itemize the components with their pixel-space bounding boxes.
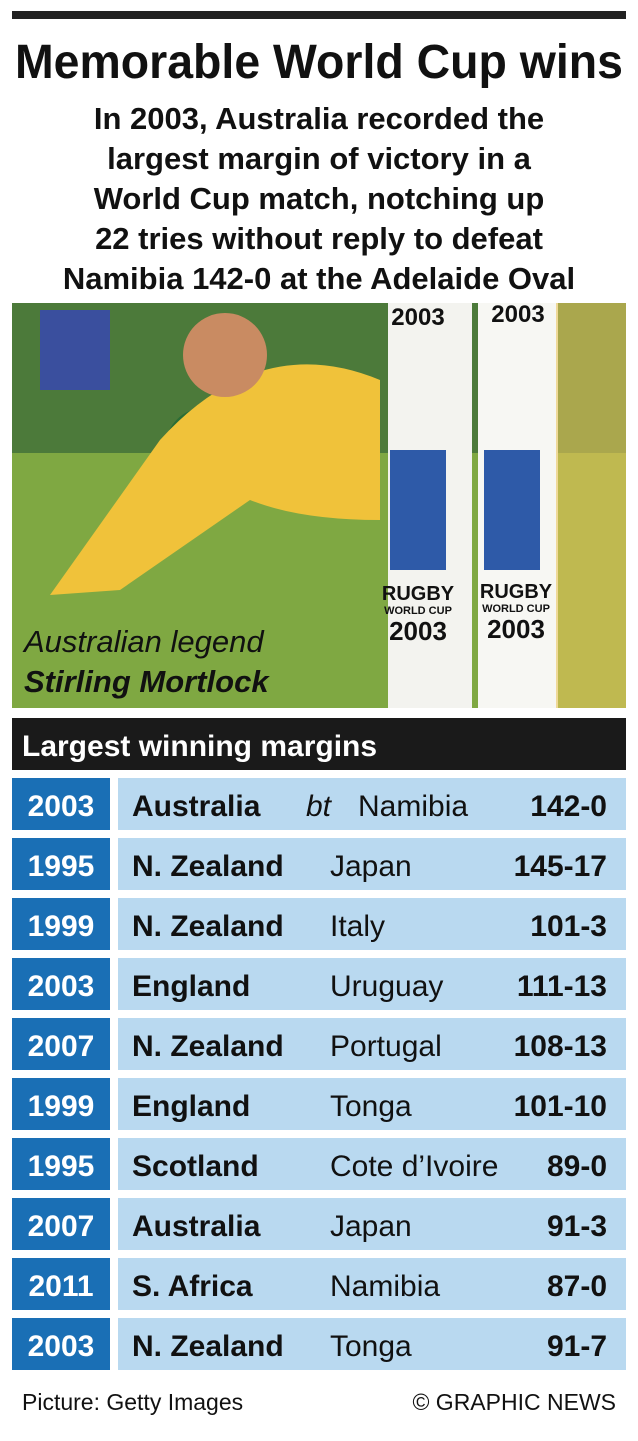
year: 1999 — [28, 1090, 95, 1123]
winner: N. Zealand — [132, 1330, 284, 1363]
row-band — [118, 1078, 626, 1130]
row-band — [118, 898, 626, 950]
sign-text: 2003 — [389, 616, 447, 646]
winner: Scotland — [132, 1150, 259, 1183]
opponent: Tonga — [330, 1090, 412, 1123]
winner: England — [132, 1090, 250, 1123]
player-head — [183, 313, 267, 397]
year-cell — [12, 1258, 110, 1310]
opponent: Tonga — [330, 1330, 412, 1363]
sign-text: 2003 — [487, 614, 545, 644]
year: 1995 — [28, 850, 95, 883]
subtitle-line: World Cup match, notching up — [94, 181, 545, 216]
sign-text: 2003 — [491, 301, 544, 328]
score: 89-0 — [547, 1150, 607, 1183]
year: 2007 — [28, 1210, 95, 1243]
opponent: Italy — [330, 910, 385, 943]
row-band — [118, 1138, 626, 1190]
row-band — [118, 1198, 626, 1250]
year: 2003 — [28, 1330, 95, 1363]
connector: bt — [306, 790, 333, 823]
winner: S. Africa — [132, 1270, 253, 1303]
year: 1995 — [28, 1150, 95, 1183]
opponent: Namibia — [358, 790, 468, 823]
opponent: Uruguay — [330, 970, 443, 1003]
score: 142-0 — [530, 790, 607, 823]
year-cell — [12, 958, 110, 1010]
score: 91-7 — [547, 1330, 607, 1363]
top-rule — [12, 11, 626, 19]
row-band — [118, 958, 626, 1010]
logo — [484, 450, 540, 570]
row-band — [118, 1018, 626, 1070]
subtitle-line: In 2003, Australia recorded the — [94, 101, 544, 136]
year: 2003 — [28, 970, 95, 1003]
logo — [390, 450, 446, 570]
score: 91-3 — [547, 1210, 607, 1243]
year-cell — [12, 898, 110, 950]
winner: Australia — [132, 790, 261, 823]
winner: England — [132, 970, 250, 1003]
year: 2011 — [28, 1270, 93, 1303]
year-cell — [12, 1138, 110, 1190]
score: 145-17 — [514, 850, 607, 883]
score: 101-10 — [514, 1090, 607, 1123]
year-cell — [12, 778, 110, 830]
row-band — [118, 778, 626, 830]
opponent: Namibia — [330, 1270, 440, 1303]
row-band — [118, 1258, 626, 1310]
subtitle: In 2003, Australia recorded the largest m… — [63, 101, 575, 296]
year: 2007 — [28, 1030, 95, 1063]
year-cell — [12, 1198, 110, 1250]
year-cell — [12, 1018, 110, 1070]
table-title: Largest winning margins — [22, 730, 377, 763]
score: 101-3 — [530, 910, 607, 943]
caption: Stirling Mortlock — [24, 664, 270, 699]
title: Memorable World Cup wins — [15, 36, 623, 89]
year-cell — [12, 838, 110, 890]
winner: N. Zealand — [132, 850, 284, 883]
sign-text: WORLD CUP — [482, 603, 550, 615]
opponent: Japan — [330, 1210, 412, 1243]
row-band — [118, 1318, 626, 1370]
photo-edge — [556, 303, 626, 708]
row-band — [118, 838, 626, 890]
winner: Australia — [132, 1210, 261, 1243]
subtitle-line: 22 tries without reply to defeat — [95, 221, 543, 256]
score: 111-13 — [517, 970, 607, 1003]
table-header — [12, 718, 626, 770]
caption: Australian legend — [22, 624, 265, 659]
credit: Picture: Getty Images — [22, 1389, 243, 1415]
winner: N. Zealand — [132, 910, 284, 943]
sign-text: RUGBY — [480, 581, 553, 603]
year-cell — [12, 1318, 110, 1370]
sign-text: WORLD CUP — [384, 605, 452, 617]
subtitle-line: Namibia 142-0 at the Adelaide Oval — [63, 261, 575, 296]
sign-text: 2003 — [391, 304, 444, 331]
sign-text: RUGBY — [382, 583, 455, 605]
score: 87-0 — [547, 1270, 607, 1303]
subtitle-line: largest margin of victory in a — [107, 141, 532, 176]
opponent: Portugal — [330, 1030, 442, 1063]
year: 1999 — [28, 910, 95, 943]
opponent: Japan — [330, 850, 412, 883]
winner: N. Zealand — [132, 1030, 284, 1063]
year-cell — [12, 1078, 110, 1130]
score: 108-13 — [514, 1030, 607, 1063]
photo-figure — [40, 310, 110, 390]
copyright: © GRAPHIC NEWS — [412, 1389, 616, 1415]
player — [50, 364, 380, 595]
year: 2003 — [28, 790, 95, 823]
opponent: Cote d’Ivoire — [330, 1150, 498, 1183]
